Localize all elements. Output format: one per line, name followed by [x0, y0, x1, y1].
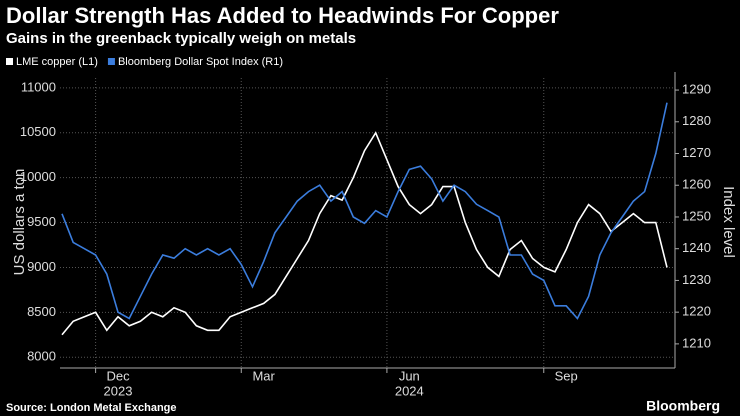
year-label: 2023 [104, 383, 133, 398]
series-line [61, 131, 668, 336]
legend-swatch [107, 58, 115, 65]
x-tick-label: Sep [555, 368, 578, 383]
y2-tick-label: 1240 [682, 240, 711, 255]
y2-tick-label: 1230 [682, 272, 711, 287]
x-tick-label: Mar [252, 368, 275, 383]
series-line [61, 102, 668, 320]
y-tick-label: 9500 [27, 214, 56, 229]
y2-tick-label: 1250 [682, 208, 711, 223]
chart-subtitle: Gains in the greenback typically weigh o… [6, 30, 356, 47]
y2-axis-label: Index level [720, 186, 737, 258]
y-tick-label: 11000 [21, 79, 56, 94]
year-label: 2024 [395, 383, 424, 398]
legend-label: LME copper (L1) [16, 56, 98, 68]
y-tick-label: 9000 [27, 259, 56, 274]
y2-tick-label: 1260 [682, 177, 711, 192]
x-tick-label: Dec [106, 368, 130, 383]
y2-tick-label: 1280 [682, 113, 711, 128]
y2-tick-label: 1270 [682, 145, 711, 160]
y-tick-label: 8500 [27, 304, 56, 319]
y2-tick-label: 1210 [682, 335, 711, 350]
y2-tick-label: 1220 [682, 304, 711, 319]
y-tick-label: 10000 [20, 169, 56, 184]
y-axis-label: US dollars a ton [11, 169, 28, 276]
y-tick-label: 8000 [27, 349, 56, 364]
source: Source: London Metal Exchange [6, 402, 177, 414]
chart-title: Dollar Strength Has Added to Headwinds F… [6, 3, 559, 28]
brand: Bloomberg [646, 398, 720, 414]
legend-swatch [6, 58, 13, 65]
y2-tick-label: 1290 [682, 81, 711, 96]
legend-label: Bloomberg Dollar Spot Index (R1) [118, 56, 283, 68]
x-tick-label: Jun [399, 368, 420, 383]
y-tick-label: 10500 [20, 124, 56, 139]
